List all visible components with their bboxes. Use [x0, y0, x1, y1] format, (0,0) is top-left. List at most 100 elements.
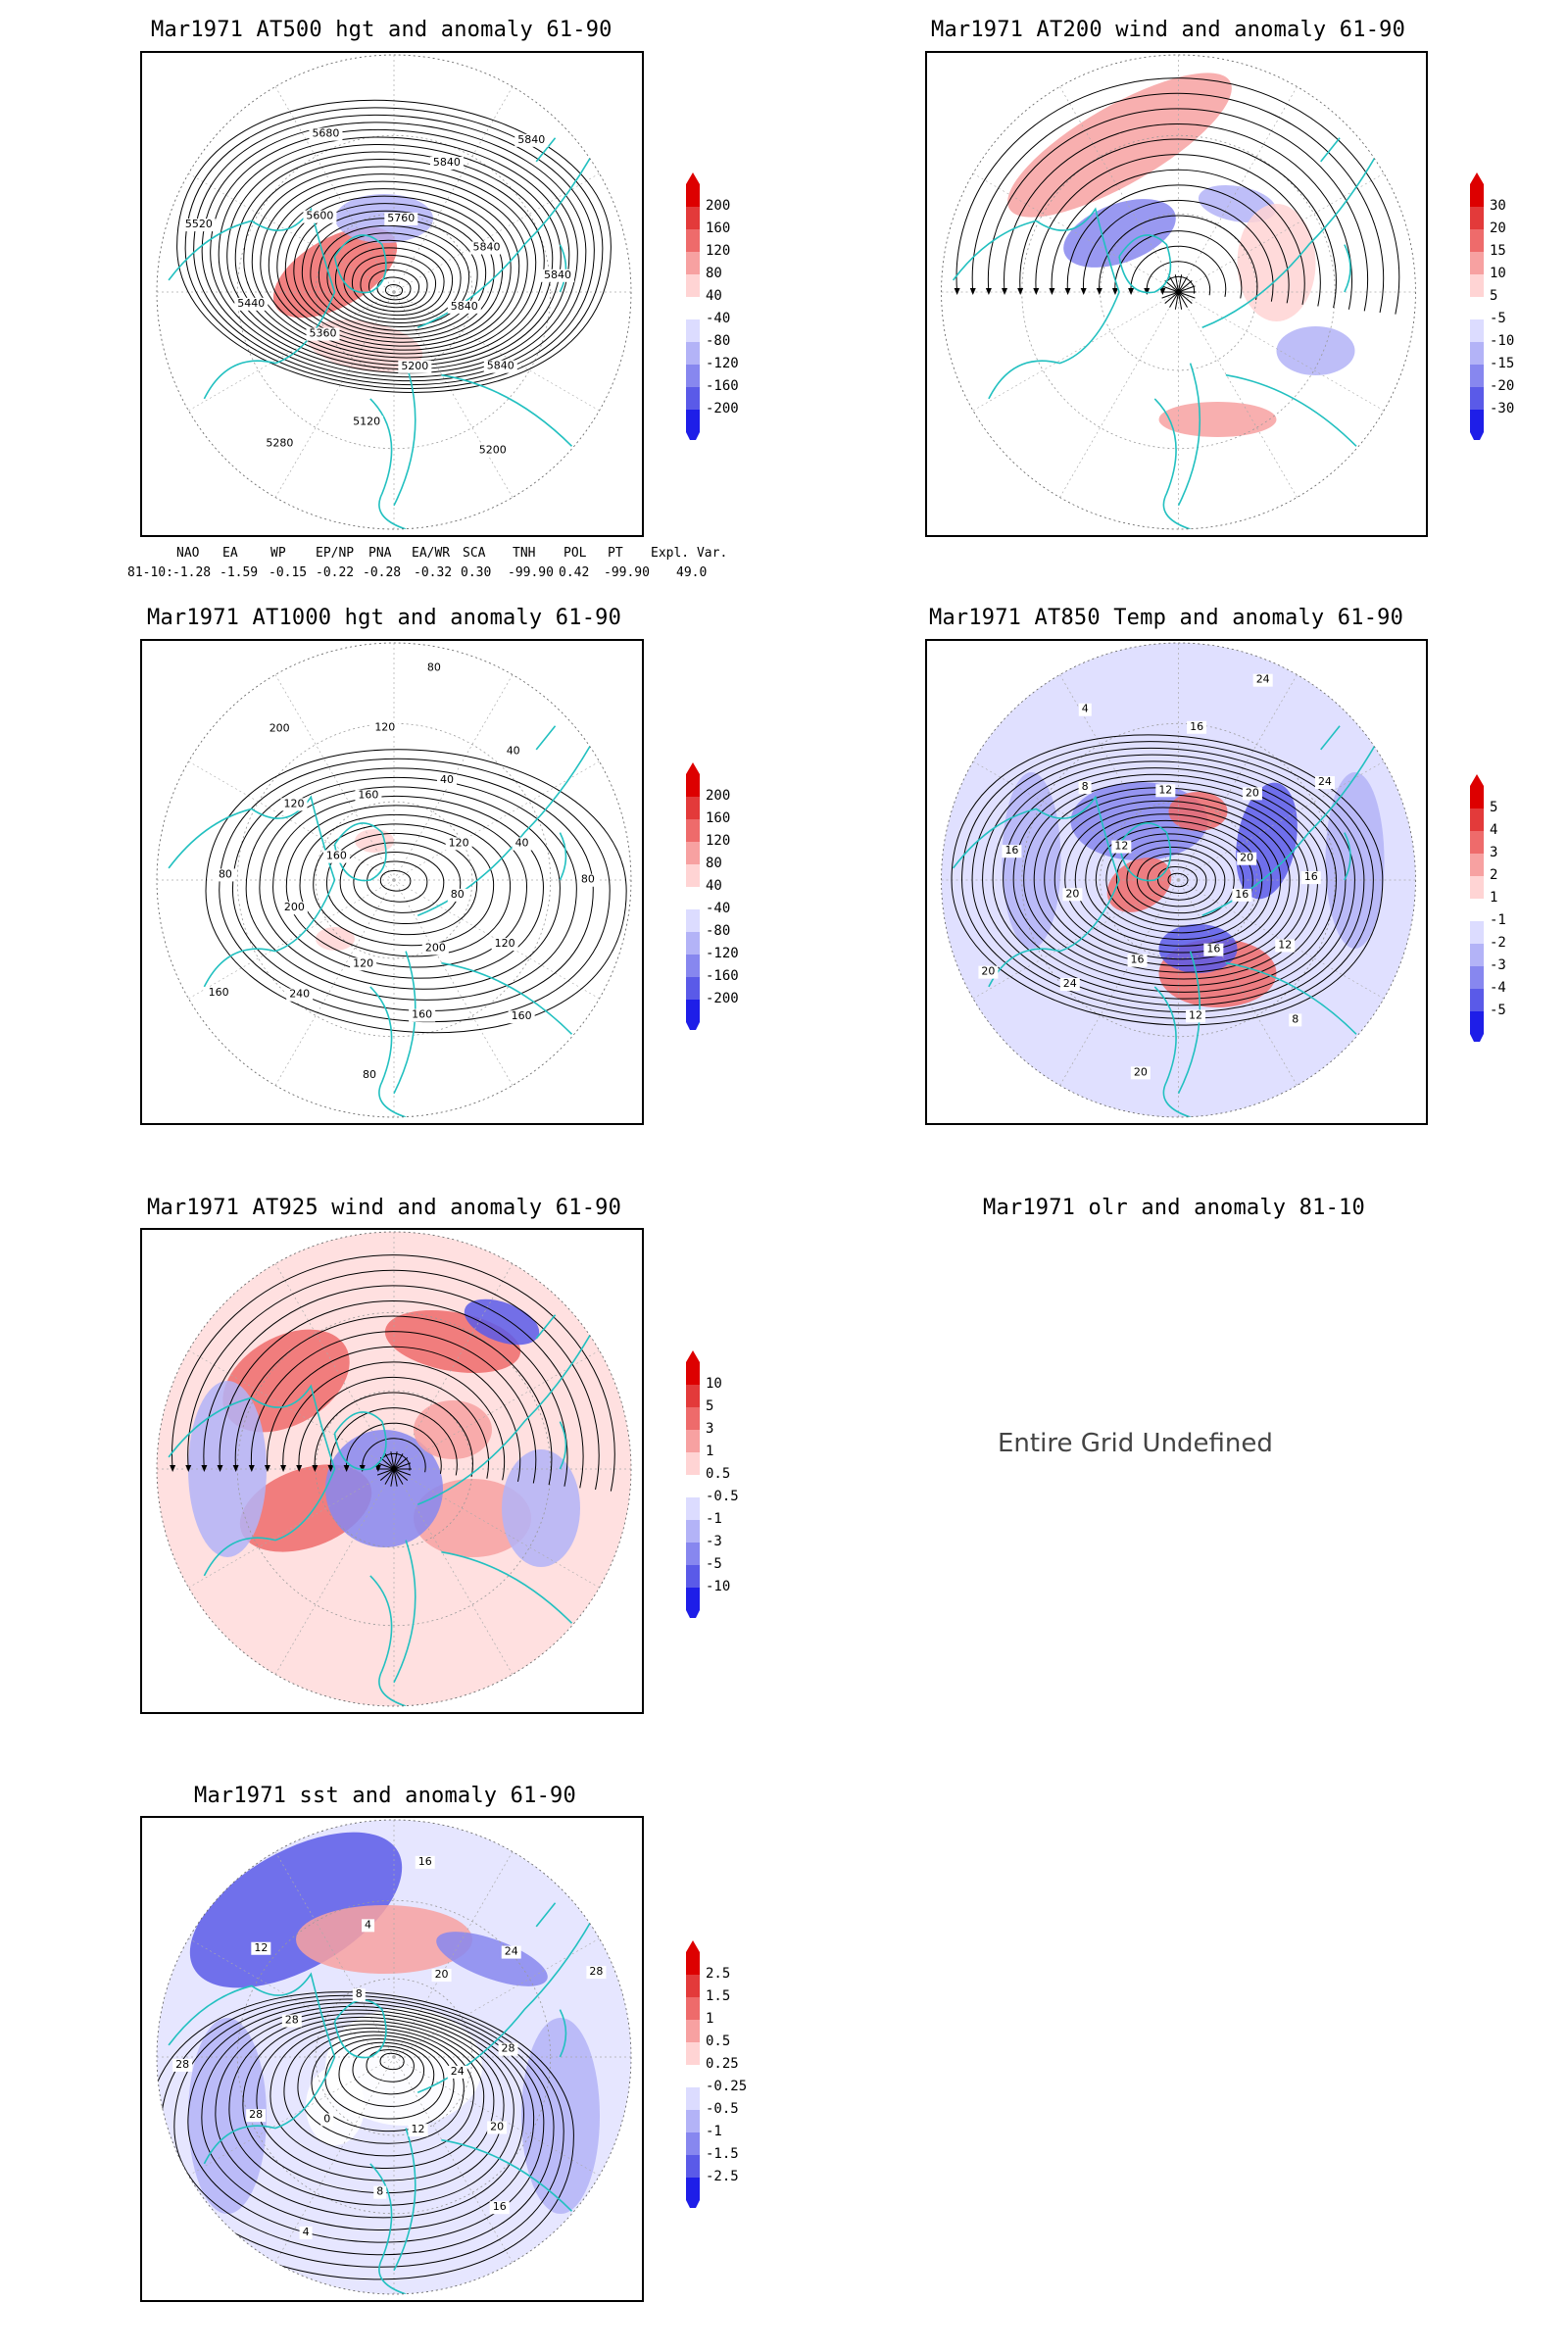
colorbar-tick-label: 160 — [706, 220, 731, 236]
map-sst: 24 20 16 12 8 4 0 28 28 28 12 8 4 16 20 24 28 28 — [140, 1816, 644, 2302]
teleconnection-value: -1.59 — [220, 565, 259, 580]
contour-line — [343, 247, 445, 317]
colorbar-bottom-arrow — [686, 1610, 700, 1618]
contour-label: 5600 — [306, 210, 333, 222]
teleconnection-value: 0.42 — [559, 565, 590, 580]
contour-label: 80 — [581, 873, 595, 886]
contour-label: 28 — [501, 2042, 514, 2055]
colorbar-segment — [1470, 1011, 1484, 1034]
contour-label: 16 — [1004, 844, 1018, 857]
streamline — [1169, 276, 1179, 293]
colorbar-segment — [686, 2132, 700, 2155]
colorbar-tick-label: 1 — [706, 2011, 714, 2027]
streamline — [282, 1361, 506, 1481]
teleconnection-value: -99.90 — [508, 565, 554, 580]
contour-line — [1105, 833, 1245, 927]
teleconnection-header: WP — [270, 546, 286, 561]
contour-label-bg — [280, 902, 308, 915]
colorbar-tick-label: -3 — [1490, 957, 1506, 973]
contour-label-bg — [491, 938, 518, 952]
anomaly-shade — [1276, 326, 1355, 375]
contour-label: 16 — [1131, 954, 1145, 966]
map-at925 — [140, 1228, 644, 1714]
contour-line — [384, 283, 404, 297]
streamline — [393, 1451, 398, 1470]
contour-label: 40 — [507, 744, 520, 757]
streamline-arrow — [1080, 288, 1087, 295]
contour-label-bg — [421, 942, 449, 956]
colorbar-tick-label: -120 — [706, 946, 739, 961]
streamline — [1146, 261, 1211, 296]
colorbar-segment — [686, 1588, 700, 1610]
contour-label-bg — [320, 2113, 334, 2127]
colorbar-segment — [686, 1497, 700, 1520]
colorbar-segment — [686, 387, 700, 410]
colorbar-tick-label: -5 — [706, 1556, 722, 1572]
colorbar-tick-label: -200 — [706, 991, 739, 1006]
colorbar-segment — [686, 1452, 700, 1475]
contour-line — [338, 2041, 435, 2107]
contour-line — [318, 224, 470, 327]
contour-label: 24 — [505, 1945, 518, 1958]
colorbar-segment — [686, 1407, 700, 1430]
colorbar-tick-label: -40 — [706, 311, 731, 326]
contour-label: 5840 — [472, 241, 500, 254]
streamline-arrow — [1128, 288, 1135, 295]
streamline — [219, 1300, 568, 1487]
contour-label: 160 — [209, 986, 229, 999]
streamline-arrow — [954, 288, 960, 295]
coastline — [369, 986, 407, 1117]
colorbar-segment — [1470, 274, 1484, 297]
colorbar-segment — [686, 410, 700, 432]
teleconnection-value: -0.22 — [316, 565, 355, 580]
colorbar-bottom-arrow — [1470, 1034, 1484, 1042]
contour-label: 5840 — [487, 360, 514, 372]
streamline — [1169, 291, 1179, 308]
colorbar-tick-label: -4 — [1490, 980, 1506, 996]
polar-map-at200 — [941, 54, 1416, 530]
contour-label: 5200 — [401, 360, 428, 372]
anomaly-shade — [521, 2018, 600, 2214]
teleconnection-header: NAO — [176, 546, 200, 561]
contour-line — [210, 128, 578, 378]
streamline-arrow — [312, 1465, 318, 1472]
coastline — [535, 1314, 567, 1470]
colorbar-tick-label: 1.5 — [706, 1988, 731, 2004]
contour-label: 120 — [353, 956, 373, 969]
colorbar-segment — [1470, 876, 1484, 899]
contour-label-bg — [350, 416, 384, 429]
anomaly-shade — [1325, 772, 1385, 949]
contour-label-bg — [181, 219, 216, 232]
streamline-arrow — [1111, 288, 1118, 295]
contour-label-bg — [266, 722, 293, 736]
colorbar-segment — [686, 319, 700, 342]
contour-line — [270, 2024, 485, 2169]
map-boundary — [156, 1231, 632, 1707]
contour-label: 16 — [1206, 943, 1220, 956]
colorbar-segment — [1470, 342, 1484, 365]
contour-label: 200 — [284, 901, 305, 913]
coastline — [1320, 137, 1351, 293]
streamline — [379, 1468, 395, 1481]
contour-label-bg — [447, 300, 481, 314]
streamline — [1130, 245, 1227, 297]
streamline — [314, 1392, 473, 1478]
contour-label: 5440 — [237, 297, 265, 310]
colorbar-tick-label: -40 — [706, 901, 731, 916]
streamline — [390, 1451, 395, 1470]
coastline — [393, 1302, 609, 1684]
streamline — [267, 1346, 521, 1483]
contour-label: 5840 — [451, 300, 478, 313]
contour-label-bg — [489, 2201, 510, 2215]
streamline — [384, 1468, 395, 1485]
contour-label: 5840 — [517, 133, 545, 146]
teleconnection-header: SCA — [463, 546, 486, 561]
panel-title-sst: Mar1971 sst and anomaly 61-90 — [194, 1784, 576, 1808]
colorbar-tick-label: -120 — [706, 356, 739, 371]
panel-title-at500: Mar1971 AT500 hgt and anomaly 61-90 — [151, 18, 612, 42]
contour-label-bg — [1187, 720, 1207, 734]
colorbar-tick-label: 40 — [706, 878, 722, 894]
contour-label-bg — [483, 360, 517, 373]
coastline — [535, 1902, 567, 2058]
colorbar-segment — [686, 1362, 700, 1385]
